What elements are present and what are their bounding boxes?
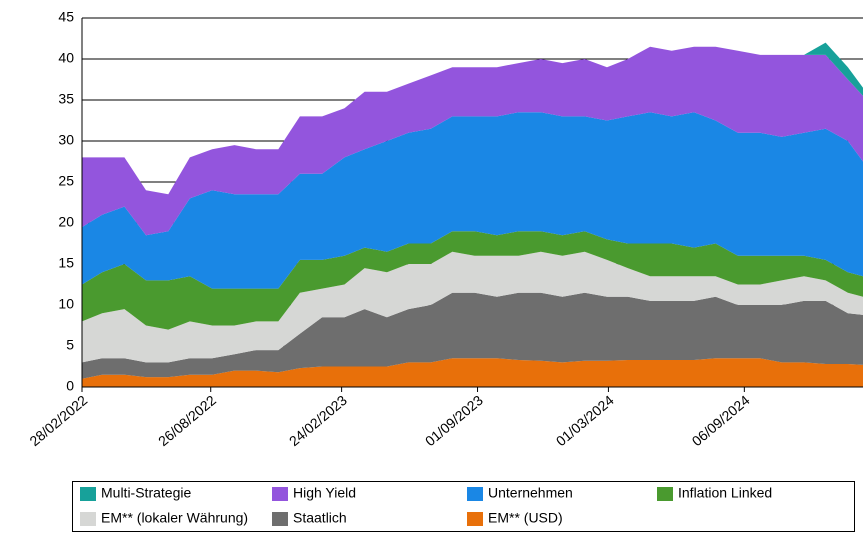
x-tick-label: 01/09/2023 [422,392,486,449]
legend-swatch [467,487,483,501]
y-tick-label: 25 [58,173,74,189]
legend-label: EM** (USD) [488,510,563,526]
legend-label: High Yield [293,485,356,501]
x-tick-label: 28/02/2022 [26,392,90,449]
x-tick-label: 06/09/2024 [689,392,753,449]
area [82,358,863,387]
area [82,251,863,363]
legend-swatch [272,512,288,526]
x-tick-label: 26/08/2022 [155,392,219,449]
legend-swatch [467,512,483,526]
y-tick-label: 0 [66,378,74,394]
area [82,292,863,379]
y-tick-label: 35 [58,91,74,107]
y-tick-label: 40 [58,50,74,66]
y-tick-label: 45 [58,9,74,25]
y-tick-label: 5 [66,337,74,353]
y-tick-label: 10 [58,296,74,312]
y-tick-label: 30 [58,132,74,148]
x-tick-label: 24/02/2023 [286,392,350,449]
legend-label: Unternehmen [488,485,573,501]
area [82,231,863,330]
legend-label: Inflation Linked [678,485,772,501]
legend: Multi-Strategie High Yield Unternehmen Infl… [72,481,855,532]
legend-swatch [80,487,96,501]
legend-box [72,481,855,532]
legend-swatch [80,512,96,526]
legend-label: Multi-Strategie [101,485,191,501]
legend-label: Staatlich [293,510,347,526]
y-tick-label: 15 [58,255,74,271]
legend-swatch [272,487,288,501]
x-tick-label: 01/03/2024 [553,392,617,449]
y-tick-label: 20 [58,214,74,230]
legend-label: EM** (lokaler Währung) [101,510,248,526]
area [82,46,863,236]
area [82,112,863,289]
legend-swatch [657,487,673,501]
